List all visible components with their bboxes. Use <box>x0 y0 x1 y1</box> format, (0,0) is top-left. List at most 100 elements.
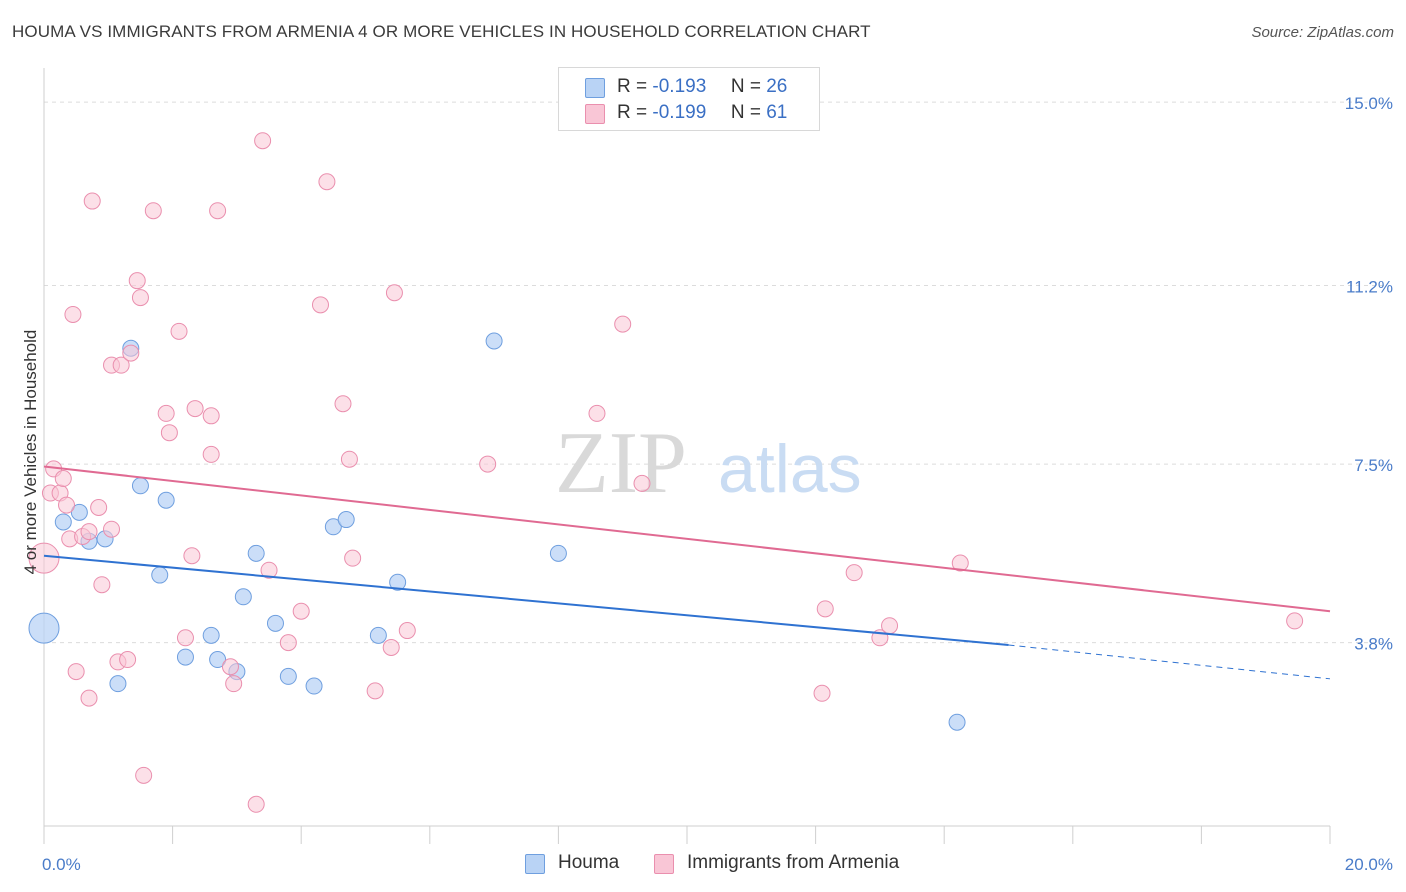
armenia-point <box>845 564 863 582</box>
houma-trend-line <box>43 554 1009 647</box>
armenia-point <box>58 496 76 514</box>
x-tick-label: 0.0% <box>42 855 81 874</box>
houma-point <box>549 544 567 562</box>
correlation-legend: R = -0.193 N = 26 R = -0.199 N = 61 <box>558 67 820 131</box>
houma-swatch <box>585 78 605 98</box>
x-tick-label: 20.0% <box>1345 855 1393 874</box>
houma-point <box>948 713 966 731</box>
trend-lines <box>43 465 1331 680</box>
houma-point <box>28 612 60 644</box>
armenia-point <box>122 344 140 362</box>
armenia-point <box>209 202 227 220</box>
chart-source: Source: ZipAtlas.com <box>1251 24 1394 41</box>
gridlines <box>44 101 1390 644</box>
houma-point <box>70 503 88 521</box>
armenia-point <box>67 663 85 681</box>
armenia-legend-swatch <box>654 854 674 874</box>
armenia-point <box>170 322 188 340</box>
houma-point <box>266 614 284 632</box>
houma-point <box>109 675 127 693</box>
armenia-point <box>157 404 175 422</box>
houma-r-value: -0.193 <box>652 76 707 97</box>
armenia-point <box>186 400 204 418</box>
houma-point <box>337 511 355 529</box>
armenia-point <box>103 520 121 538</box>
houma-point <box>234 588 252 606</box>
armenia-point <box>260 561 278 579</box>
y-axis-label: 4 or more Vehicles in Household <box>21 330 40 575</box>
armenia-point <box>292 602 310 620</box>
houma-point <box>485 332 503 350</box>
armenia-n-value: 61 <box>766 102 788 123</box>
armenia-point <box>28 542 60 574</box>
armenia-point <box>479 455 497 473</box>
houma-trend-extension <box>1008 644 1331 680</box>
armenia-point <box>340 450 358 468</box>
armenia-point <box>128 272 146 290</box>
armenia-point <box>881 617 899 635</box>
armenia-point <box>398 622 416 640</box>
armenia-r-value: -0.199 <box>652 102 707 123</box>
armenia-point <box>633 474 651 492</box>
armenia-legend-label: Immigrants from Armenia <box>687 852 900 873</box>
armenia-point <box>279 634 297 652</box>
armenia-point <box>318 173 336 191</box>
watermark-zip: ZIP <box>555 415 687 512</box>
armenia-point <box>64 305 82 323</box>
armenia-point <box>131 289 149 307</box>
houma-r-label: R = <box>617 76 648 97</box>
armenia-point <box>614 315 632 333</box>
houma-legend-label: Houma <box>558 852 620 873</box>
armenia-point <box>119 651 137 669</box>
watermark-atlas: atlas <box>718 431 862 507</box>
houma-point <box>324 518 342 536</box>
armenia-point <box>588 404 606 422</box>
houma-point <box>305 677 323 695</box>
chart-title: HOUMA VS IMMIGRANTS FROM ARMENIA 4 OR MO… <box>12 22 871 41</box>
armenia-point <box>951 554 969 572</box>
armenia-point <box>144 202 162 220</box>
armenia-point <box>334 395 352 413</box>
axes <box>43 68 1331 844</box>
houma-point <box>247 544 265 562</box>
houma-point <box>157 491 175 509</box>
armenia-point <box>90 498 108 516</box>
armenia-point <box>54 470 72 488</box>
armenia-point <box>813 684 831 702</box>
houma-point <box>209 651 227 669</box>
armenia-point <box>135 766 153 784</box>
axis-labels: 3.8% 7.5% 11.2% 15.0% 0.0% 20.0% 4 or more Veh… <box>21 94 1393 874</box>
houma-point <box>131 477 149 495</box>
armenia-point <box>1286 612 1304 630</box>
armenia-point <box>176 629 194 647</box>
houma-point <box>389 573 407 591</box>
armenia-point <box>385 284 403 302</box>
houma-point <box>202 626 220 644</box>
armenia-point <box>202 407 220 425</box>
armenia-point <box>183 547 201 565</box>
armenia-point <box>80 523 98 541</box>
armenia-point <box>382 638 400 656</box>
armenia-trend-line <box>43 465 1331 613</box>
armenia-point <box>160 424 178 442</box>
armenia-point <box>247 795 265 813</box>
y-tick-label: 11.2% <box>1346 278 1393 297</box>
y-tick-label: 7.5% <box>1354 456 1393 475</box>
y-tick-label: 3.8% <box>1354 635 1393 654</box>
armenia-point <box>80 689 98 707</box>
data-points <box>28 132 1304 813</box>
armenia-point <box>311 296 329 314</box>
houma-n-value: 26 <box>766 76 788 97</box>
houma-point <box>54 513 72 531</box>
armenia-point <box>83 192 101 210</box>
houma-point <box>176 648 194 666</box>
houma-point <box>151 566 169 584</box>
armenia-point <box>112 356 130 374</box>
houma-point <box>369 626 387 644</box>
armenia-point <box>344 549 362 567</box>
armenia-point <box>93 576 111 594</box>
armenia-point <box>221 658 239 676</box>
y-tick-label: 15.0% <box>1345 94 1393 113</box>
houma-n-label: N = <box>730 76 761 97</box>
